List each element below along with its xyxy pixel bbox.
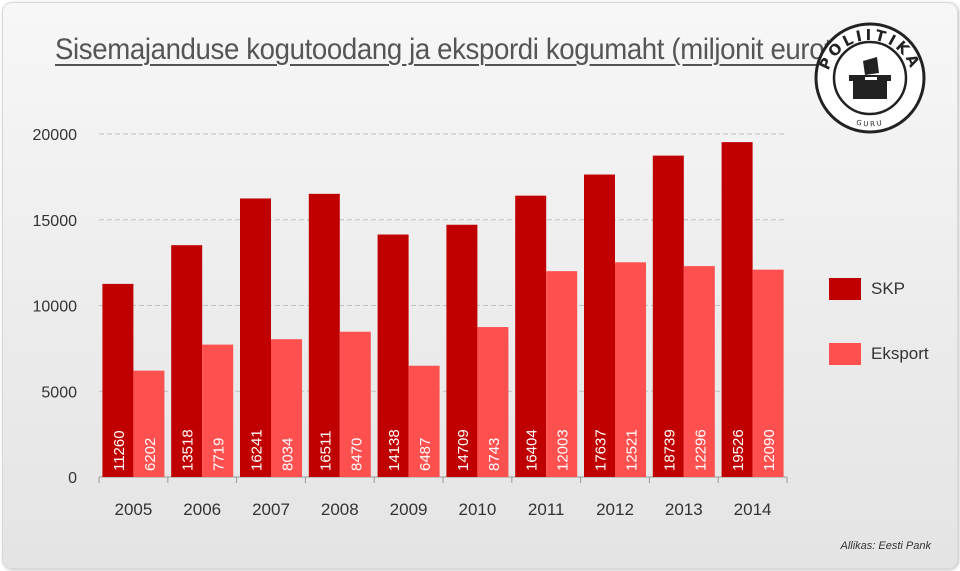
data-label: 14709 <box>455 429 472 471</box>
data-label: 13518 <box>180 429 197 471</box>
legend-label-skp: SKP <box>871 279 905 299</box>
y-tick-label: 0 <box>68 470 77 487</box>
x-tick-label: 2008 <box>321 500 359 519</box>
bar-chart: 0 5000 10000 15000 20000 11260 6202 2005 13518 77… <box>3 3 957 568</box>
x-tick-label: 2006 <box>183 500 221 519</box>
data-label: 14138 <box>386 429 403 471</box>
legend-swatch-skp <box>829 278 861 300</box>
x-tick-label: 2005 <box>114 500 152 519</box>
bar-skp <box>653 156 684 477</box>
data-label: 18739 <box>661 429 678 471</box>
data-label: 11260 <box>111 430 128 471</box>
data-label: 8743 <box>486 438 503 471</box>
legend-label-eksport: Eksport <box>871 344 929 364</box>
y-tick-label: 20000 <box>33 127 78 144</box>
x-tick-label: 2012 <box>596 500 634 519</box>
y-tick-label: 15000 <box>33 213 78 230</box>
legend-item-eksport: Eksport <box>829 343 929 365</box>
data-label: 8470 <box>348 438 365 471</box>
data-label: 8034 <box>280 438 297 471</box>
bar-skp <box>722 142 753 477</box>
data-label: 12521 <box>624 429 641 471</box>
data-label: 12090 <box>761 429 778 471</box>
x-tick-label: 2009 <box>390 500 428 519</box>
x-tick-label: 2013 <box>665 500 703 519</box>
chart-frame: Sisemajanduse kogutoodang ja ekspordi ko… <box>2 2 958 569</box>
data-label: 12003 <box>555 429 572 471</box>
data-label: 17637 <box>593 429 610 471</box>
source-note: Allikas: Eesti Pank <box>841 540 931 552</box>
legend-item-skp: SKP <box>829 278 905 300</box>
data-label: 6202 <box>142 438 159 471</box>
y-tick-label: 5000 <box>41 384 77 401</box>
data-label: 12296 <box>692 429 709 471</box>
data-label: 16511 <box>317 430 334 471</box>
legend-swatch-eksport <box>829 343 861 365</box>
x-tick-label: 2007 <box>252 500 290 519</box>
data-label: 6487 <box>417 438 434 471</box>
data-label: 16241 <box>249 429 266 471</box>
data-label: 19526 <box>730 429 747 471</box>
y-tick-label: 10000 <box>33 299 78 316</box>
x-tick-label: 2010 <box>458 500 496 519</box>
x-tick-label: 2011 <box>528 500 565 519</box>
x-tick-label: 2014 <box>734 500 772 519</box>
data-label: 16404 <box>524 429 541 471</box>
data-label: 7719 <box>211 438 228 471</box>
